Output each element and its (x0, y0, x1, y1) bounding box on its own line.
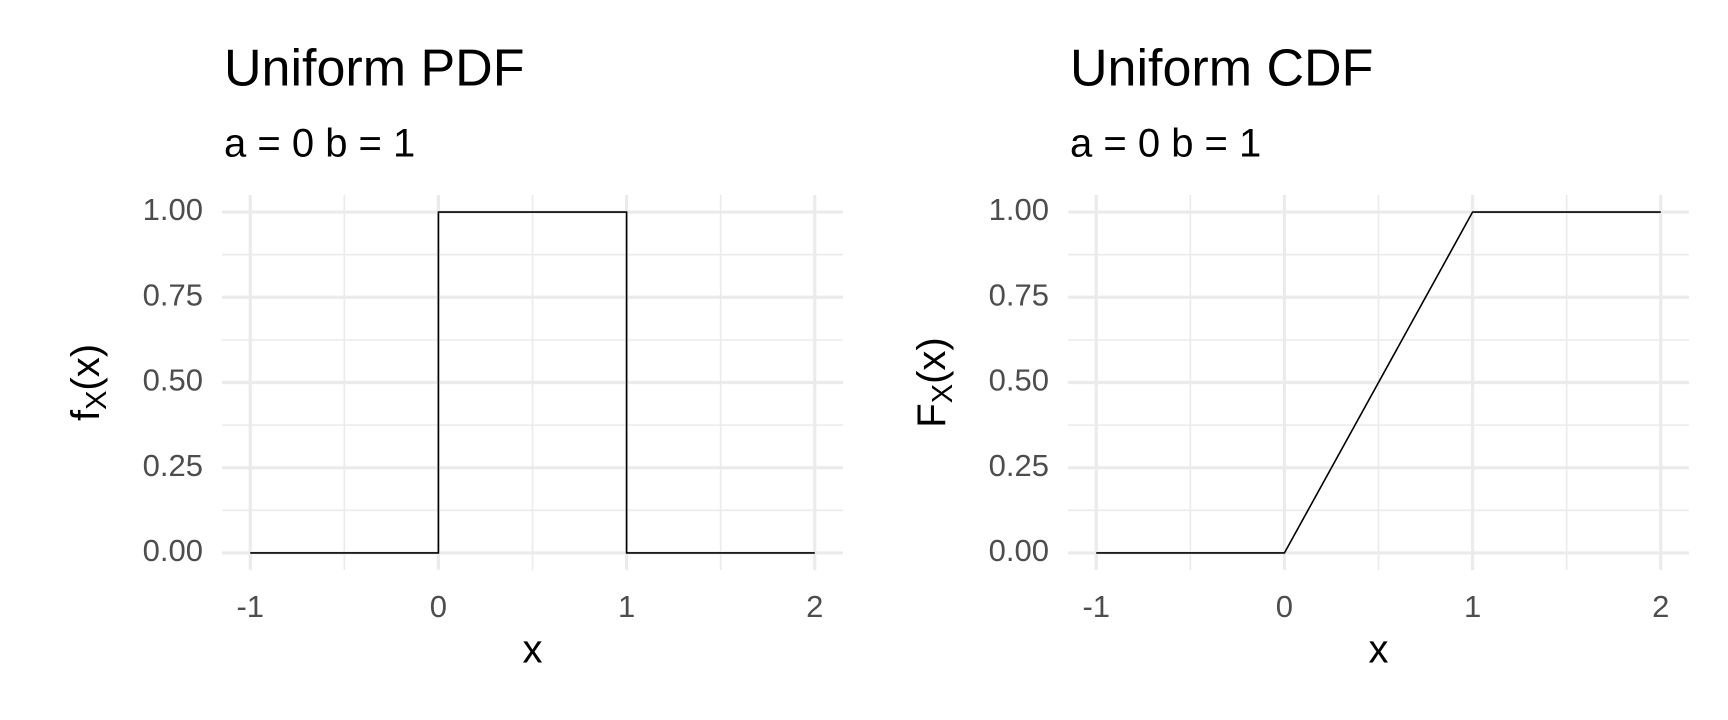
y-label-arg: (x) (64, 344, 108, 391)
x-tick-label: -1 (1082, 589, 1110, 624)
x-tick-label: 0 (430, 589, 447, 624)
y-tick-label: 0.00 (143, 533, 203, 568)
x-axis-label: x (1369, 628, 1389, 672)
chart: 0.00 0.25 0.50 0.75 1.00 -1 0 1 2 Uniform CDF a = … (910, 40, 1689, 672)
y-axis-label: FX(x) (910, 337, 959, 427)
y-label-base: f (64, 409, 108, 421)
y-label-sub: X (81, 391, 113, 410)
data-line (250, 211, 815, 554)
y-label-base: F (910, 403, 954, 427)
y-tick-label: 0.75 (143, 277, 203, 312)
y-tick-label: 0.50 (143, 363, 203, 398)
x-tick-label: 2 (1652, 589, 1669, 624)
y-tick-label: 0.75 (989, 277, 1049, 312)
y-axis-label: fX(x) (64, 344, 113, 421)
y-tick-label: 0.25 (989, 448, 1049, 483)
y-tick-label: 1.00 (143, 192, 203, 227)
y-tick-label: 1.00 (989, 192, 1049, 227)
x-tick-label: 1 (1464, 589, 1481, 624)
y-tick-label: 0.00 (989, 533, 1049, 568)
chart-subtitle: a = 0 b = 1 (224, 122, 415, 166)
x-tick-label: 1 (618, 589, 635, 624)
x-axis-label: x (523, 628, 543, 672)
data-line (1096, 211, 1661, 554)
x-tick-label: 0 (1276, 589, 1293, 624)
x-tick-label: -1 (236, 589, 264, 624)
chart-title: Uniform CDF (1070, 40, 1373, 98)
chart-title: Uniform PDF (224, 40, 524, 98)
chart-subtitle: a = 0 b = 1 (1070, 122, 1261, 166)
y-tick-label: 0.50 (989, 363, 1049, 398)
x-tick-label: 2 (806, 589, 823, 624)
y-label-arg: (x) (910, 337, 954, 384)
y-tick-label: 0.25 (143, 448, 203, 483)
y-label-sub: X (927, 384, 959, 403)
chart: 0.00 0.25 0.50 0.75 1.00 -1 0 1 2 Uniform PDF a = … (64, 40, 843, 672)
